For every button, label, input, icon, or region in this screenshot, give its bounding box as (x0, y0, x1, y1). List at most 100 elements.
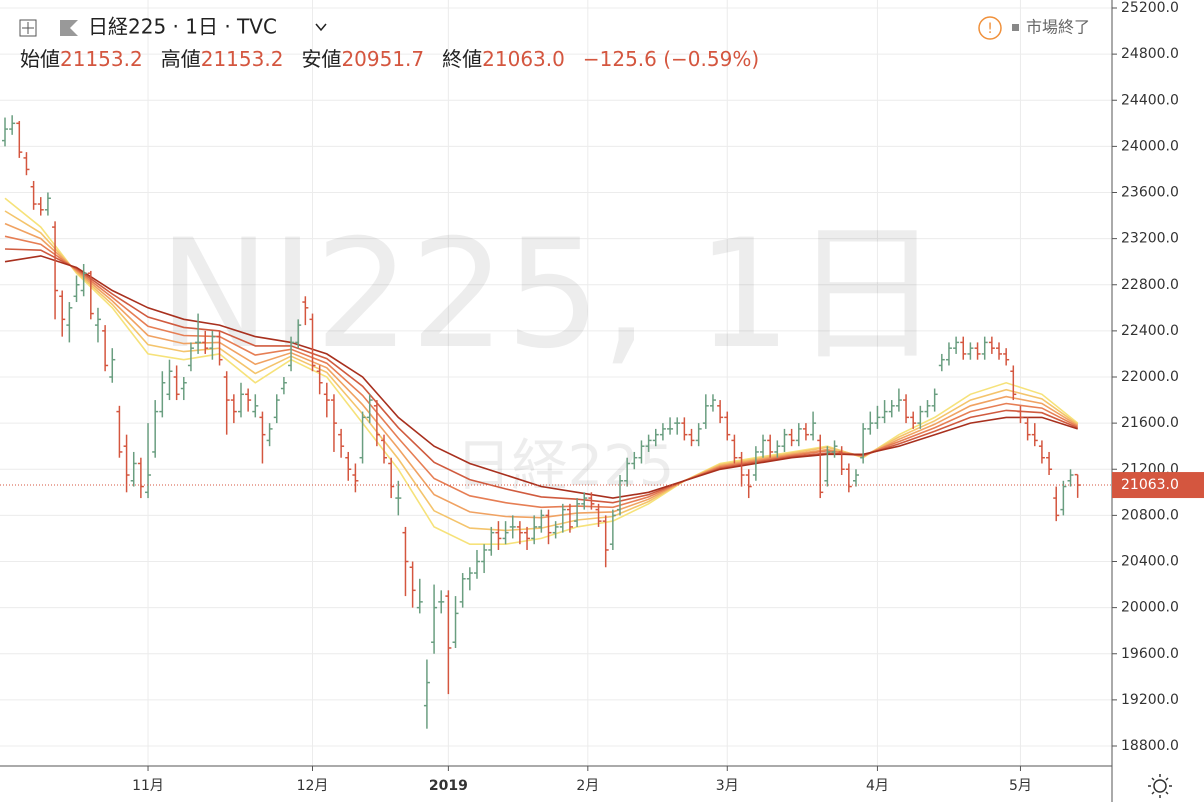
x-tick-label: 11月 (132, 778, 164, 794)
grid (0, 0, 1112, 766)
ohlc-bar (774, 440, 781, 458)
ohlc-bar (245, 388, 252, 412)
ohlc-bar (1038, 440, 1045, 464)
ma-line (4, 255, 1078, 499)
ohlc-bar (237, 382, 244, 418)
y-tick-label: 22800.0 (1121, 277, 1179, 293)
ohlc-bar (2, 117, 9, 147)
ohlc-bar (202, 330, 209, 354)
flag-icon (60, 20, 78, 36)
ohlc-bar (66, 302, 73, 343)
ohlc-bar (559, 503, 566, 533)
ohlc-bar (445, 590, 452, 695)
x-tick-label: 12月 (297, 778, 329, 794)
ohlc-bar (910, 411, 917, 429)
ohlc-bar (845, 463, 852, 493)
ohlc-bar (702, 394, 709, 429)
ohlc-bar (266, 423, 273, 447)
ohlc-bar (938, 353, 945, 372)
change: −125.6 (−0.59%) (583, 47, 759, 71)
y-tick-label: 20400.0 (1121, 554, 1179, 570)
watermark-sub: 日経225 (456, 434, 675, 499)
high-label: 高値 (161, 47, 201, 71)
ohlc-bar (466, 567, 473, 591)
ohlc-bar (23, 152, 30, 176)
ohlc-bar (180, 377, 187, 401)
ohlc-bar (80, 263, 87, 297)
x-tick-label: 2019 (429, 778, 468, 794)
settings-icon[interactable] (1153, 779, 1167, 793)
last-price-box (1112, 472, 1204, 499)
ohlc-bar (960, 336, 967, 360)
y-tick-label: 25200.0 (1121, 0, 1179, 16)
status-dot (1012, 24, 1019, 31)
ohlc-bar (137, 457, 144, 499)
ohlc-bar (1003, 348, 1010, 366)
ohlc-bar (581, 492, 588, 510)
ohlc-bar (388, 457, 395, 499)
watermark: NI225, 1日 (158, 208, 942, 382)
ohlc-bar (373, 400, 380, 447)
ohlc-bar (566, 503, 573, 533)
ohlc-bar (652, 428, 659, 447)
open-value: 21153.2 (60, 47, 143, 71)
ohlc-bar (738, 451, 745, 487)
ohlc-bar (216, 330, 223, 366)
ohlc-bar (617, 475, 624, 516)
ohlc-bar (309, 313, 316, 372)
symbol[interactable]: 日経225 · 1日 · TVC (88, 15, 277, 39)
ohlc-bar (259, 411, 266, 464)
low-value: 20951.7 (341, 47, 424, 71)
settings-icon-rays (1148, 774, 1172, 798)
ohlc-bar (273, 394, 280, 424)
ohlc-bar (473, 549, 480, 579)
ohlc-bar (781, 428, 788, 452)
ohlc-bar (123, 434, 130, 493)
ohlc-bar (323, 382, 330, 418)
ohlc-bar (874, 405, 881, 429)
ohlc-bar (1053, 486, 1060, 522)
ohlc-bar (1046, 451, 1053, 476)
ohlc-bar (1010, 365, 1017, 401)
ohlc-bar (709, 394, 716, 412)
ohlc-bar (352, 463, 359, 493)
ohlc-bar (359, 411, 366, 464)
ohlc-bar (488, 526, 495, 556)
ohlc-bar (817, 434, 824, 499)
ohlc-bar (717, 400, 724, 424)
ohlc-bar (159, 371, 166, 418)
ohlc-bar (409, 561, 416, 608)
y-tick-label: 24800.0 (1121, 46, 1179, 62)
ohlc-bar (760, 434, 767, 458)
ohlc-bar (988, 336, 995, 354)
y-tick-label: 20800.0 (1121, 507, 1179, 523)
ohlc-bar (288, 336, 295, 372)
alert-icon-mark: ! (987, 21, 993, 37)
ohlc-bar (795, 423, 802, 447)
ohlc-bar (824, 446, 831, 487)
layout-icon[interactable] (19, 19, 37, 37)
ohlc-bar (87, 270, 94, 320)
alert-icon[interactable] (978, 16, 1002, 40)
ohlc-bar (681, 417, 688, 441)
ohlc-bar (395, 480, 402, 516)
ohlc-bar (595, 503, 602, 527)
dropdown-icon[interactable] (315, 23, 327, 32)
high-value: 21153.2 (201, 47, 284, 71)
y-tick-label: 22000.0 (1121, 369, 1179, 385)
ohlc-bar (831, 440, 838, 458)
ohlc-bar (438, 590, 445, 614)
ohlc-bar (895, 388, 902, 412)
ma-line (4, 248, 1079, 504)
ohlc-bar (724, 411, 731, 441)
ohlc-bar (423, 659, 430, 729)
ohlc-bar (674, 417, 681, 435)
y-tick-label: 24400.0 (1121, 92, 1179, 108)
ohlc-bar (867, 411, 874, 435)
ohlc-bar (645, 434, 652, 452)
ohlc-bar (9, 115, 16, 135)
ohlc-bar (52, 221, 59, 320)
ohlc-bar (903, 394, 910, 424)
